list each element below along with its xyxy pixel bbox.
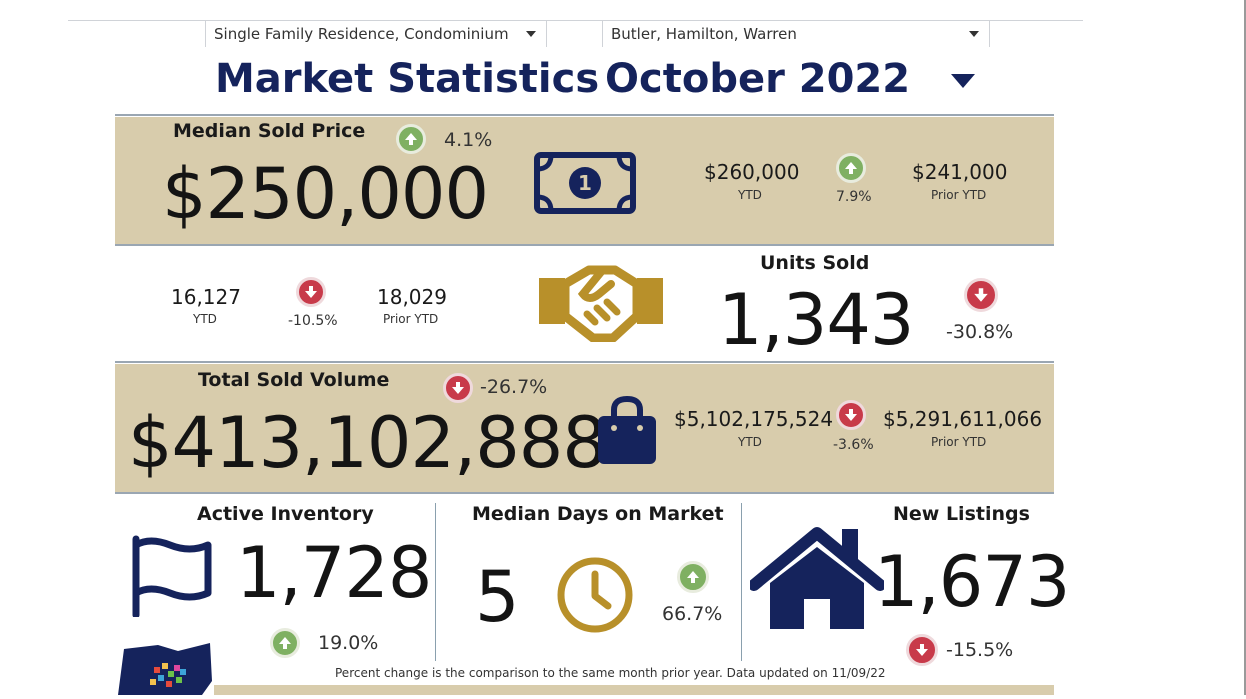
divider (115, 361, 1054, 363)
divider (115, 492, 1054, 494)
footnote: Percent change is the comparison to the … (335, 666, 886, 680)
units-sold-value: 1,343 (718, 279, 914, 361)
down-arrow-icon (296, 277, 326, 307)
up-arrow-icon (677, 561, 709, 593)
prior-ytd-label: Prior YTD (931, 435, 987, 449)
total-sold-volume-panel (115, 364, 1054, 492)
down-arrow-icon (906, 634, 938, 666)
shopping-bag-icon (596, 395, 658, 470)
median-dom-value: 5 (475, 556, 520, 638)
total-sold-volume-label: Total Sold Volume (198, 369, 390, 391)
window-edge (1244, 0, 1246, 695)
house-icon (748, 525, 886, 635)
column-divider (741, 503, 742, 661)
period-dropdown-icon[interactable] (951, 74, 975, 88)
ytd-label: YTD (193, 312, 217, 326)
divider (115, 244, 1054, 246)
down-arrow-icon (836, 400, 866, 430)
property-type-dropdown[interactable]: Single Family Residence, Condominium (205, 21, 547, 47)
units-sold-ytd: 16,127 (171, 285, 241, 309)
property-type-value: Single Family Residence, Condominium (214, 25, 509, 43)
median-sold-price-label: Median Sold Price (173, 120, 366, 142)
volume-ytd: $5,102,175,524 (674, 407, 834, 431)
svg-text:1: 1 (578, 171, 592, 195)
period-selector[interactable]: October 2022 (605, 56, 911, 102)
footer-bar (214, 685, 1054, 695)
ytd-label: YTD (738, 188, 762, 202)
volume-prior-ytd: $5,291,611,066 (883, 407, 1043, 431)
flag-icon (128, 535, 214, 621)
median-price-ytd: $260,000 (704, 160, 800, 184)
chevron-down-icon[interactable] (526, 31, 536, 37)
volume-change: -26.7% (480, 376, 548, 398)
up-arrow-icon (396, 124, 426, 154)
new-listings-label: New Listings (893, 503, 1030, 525)
up-arrow-icon (836, 153, 866, 183)
active-inventory-change: 19.0% (318, 632, 379, 654)
volume-ytd-change: -3.6% (833, 437, 874, 453)
divider (115, 114, 1054, 116)
chevron-down-icon[interactable] (969, 31, 979, 37)
ohio-map-logo (118, 641, 214, 699)
units-ytd-change: -10.5% (288, 313, 338, 329)
new-listings-value: 1,673 (874, 541, 1070, 623)
clock-icon (556, 556, 634, 638)
median-price-ytd-change: 7.9% (836, 189, 872, 205)
money-bill-icon: 1 (534, 152, 636, 218)
total-sold-volume-value: $413,102,888 (128, 402, 607, 484)
prior-ytd-label: Prior YTD (931, 188, 987, 202)
top-divider (68, 20, 1083, 21)
median-price-change: 4.1% (444, 129, 493, 151)
county-dropdown[interactable]: Butler, Hamilton, Warren (602, 21, 990, 47)
column-divider (435, 503, 436, 661)
active-inventory-value: 1,728 (236, 532, 432, 614)
up-arrow-icon (270, 628, 300, 658)
county-value: Butler, Hamilton, Warren (611, 25, 797, 43)
units-sold-prior-ytd: 18,029 (377, 285, 447, 309)
units-sold-label: Units Sold (760, 252, 870, 274)
units-sold-change: -30.8% (946, 321, 1014, 343)
down-arrow-icon (443, 373, 473, 403)
median-price-prior-ytd: $241,000 (912, 160, 1008, 184)
prior-ytd-label: Prior YTD (383, 312, 439, 326)
median-dom-change: 66.7% (662, 603, 723, 625)
new-listings-change: -15.5% (946, 639, 1014, 661)
active-inventory-label: Active Inventory (197, 503, 374, 525)
handshake-icon (537, 264, 665, 346)
median-dom-label: Median Days on Market (472, 503, 724, 525)
ytd-label: YTD (738, 435, 762, 449)
page-title: Market Statistics (215, 56, 600, 102)
median-sold-price-value: $250,000 (162, 153, 489, 235)
down-arrow-icon (964, 278, 998, 312)
